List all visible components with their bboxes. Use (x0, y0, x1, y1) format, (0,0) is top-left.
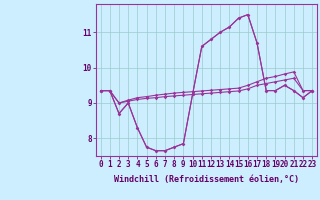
X-axis label: Windchill (Refroidissement éolien,°C): Windchill (Refroidissement éolien,°C) (114, 175, 299, 184)
